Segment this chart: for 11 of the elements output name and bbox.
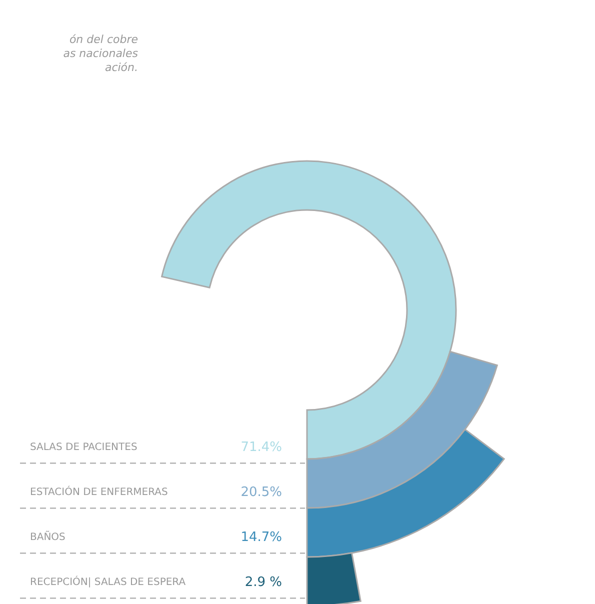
text: ación. [104, 61, 138, 74]
data-label: 20.5% [240, 485, 282, 500]
category-label: RECEPCIÓN| SALAS DE ESPERA [30, 575, 186, 588]
data-label: 14.7% [240, 530, 282, 545]
category-label: BAÑOS [30, 530, 66, 543]
category-label: SALAS DE PACIENTES [30, 442, 138, 453]
data-label: 71.4% [240, 440, 282, 455]
category-label: ESTACIÓN DE ENFERMERAS [30, 485, 168, 498]
text: as nacionales [63, 47, 138, 60]
text: ón del cobre [69, 33, 138, 46]
data-label: 2.9 % [244, 575, 282, 590]
